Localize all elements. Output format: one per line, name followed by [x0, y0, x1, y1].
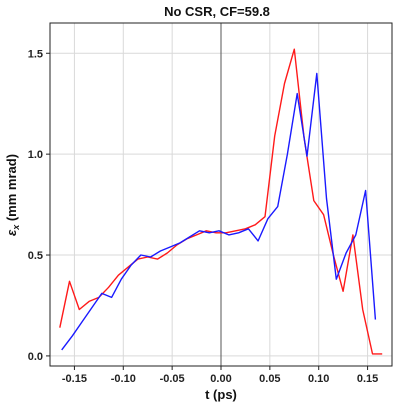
x-tick-label: 0.10: [308, 373, 329, 385]
chart-title: No CSR, CF=59.8: [164, 4, 270, 19]
series-layer: [59, 48, 383, 355]
series-line-blue: [61, 72, 377, 351]
y-tick-label: 1.0: [28, 149, 43, 161]
y-tick-label: 0.0: [28, 351, 43, 363]
y-tick-label: 0.5: [28, 250, 43, 262]
x-axis-ticks: -0.15 -0.10 -0.05 0.00 0.05 0.10 0.15: [62, 366, 378, 385]
y-tick-label: 1.5: [28, 48, 43, 60]
y-axis-label-symbol: ε: [4, 229, 19, 236]
x-tick-label: 0.00: [210, 373, 231, 385]
x-tick-label: 0.15: [357, 373, 378, 385]
x-tick-label: -0.10: [111, 373, 136, 385]
x-axis-label: t (ps): [205, 387, 237, 402]
x-tick-label: -0.15: [62, 373, 87, 385]
x-tick-label: -0.05: [160, 373, 185, 385]
y-axis-label-subscript: x: [11, 224, 21, 231]
y-axis-label: εx (mm mrad): [4, 154, 21, 236]
x-tick-label: 0.05: [259, 373, 280, 385]
y-axis-label-unit: (mm mrad): [4, 154, 19, 225]
series-line-red: [59, 48, 383, 355]
y-axis-ticks: 0.0 0.5 1.0 1.5: [28, 48, 50, 363]
